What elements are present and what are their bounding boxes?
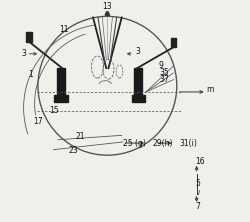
Text: 16: 16 xyxy=(196,157,205,166)
Text: 13: 13 xyxy=(102,2,112,11)
Text: 23: 23 xyxy=(68,146,78,155)
Text: 17: 17 xyxy=(34,117,43,125)
Polygon shape xyxy=(132,95,145,102)
Text: 21: 21 xyxy=(76,132,85,141)
Text: 35: 35 xyxy=(159,68,169,77)
Text: m: m xyxy=(206,85,214,94)
Text: i: i xyxy=(197,190,199,196)
Text: 3: 3 xyxy=(135,47,140,56)
Polygon shape xyxy=(26,32,32,42)
Text: 5: 5 xyxy=(196,179,200,188)
Text: 25 (g): 25 (g) xyxy=(123,139,146,148)
Polygon shape xyxy=(171,38,176,47)
Polygon shape xyxy=(54,95,68,102)
Text: 7: 7 xyxy=(196,202,200,212)
Polygon shape xyxy=(105,12,110,15)
Text: 11: 11 xyxy=(60,25,69,34)
Text: 3: 3 xyxy=(21,49,26,58)
Text: 31(i): 31(i) xyxy=(179,139,197,148)
Text: 1: 1 xyxy=(28,70,33,79)
Polygon shape xyxy=(57,68,65,95)
Polygon shape xyxy=(134,68,142,95)
Text: 29(h): 29(h) xyxy=(152,139,173,148)
Text: 15: 15 xyxy=(49,105,58,115)
Text: 9: 9 xyxy=(158,61,163,70)
Text: 37: 37 xyxy=(159,75,169,84)
